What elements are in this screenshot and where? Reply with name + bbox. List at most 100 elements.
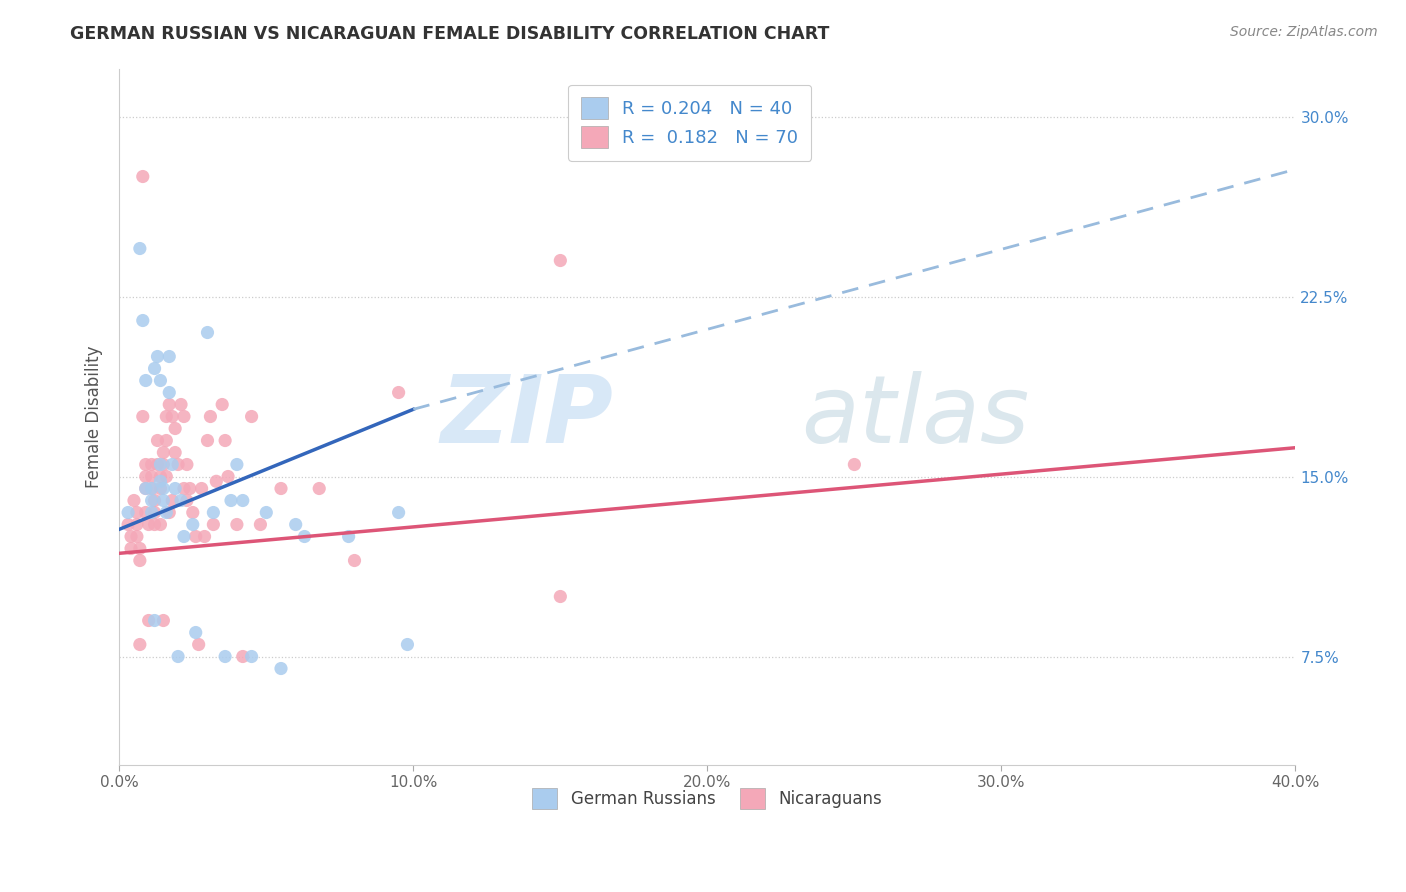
Text: atlas: atlas [801, 371, 1029, 462]
Point [125, 529, 148, 543]
Point [152, 458, 174, 472]
Point [176, 458, 198, 472]
Point [388, 506, 411, 520]
Point [135, 482, 157, 496]
Point [217, 469, 239, 483]
Point [152, 493, 174, 508]
Point [125, 517, 148, 532]
Point [141, 493, 163, 508]
Point [270, 482, 292, 496]
Point [254, 506, 277, 520]
Point [128, 242, 150, 256]
Point [184, 529, 207, 543]
Point [117, 506, 139, 520]
Point [155, 409, 177, 424]
Point [141, 482, 163, 496]
Point [343, 553, 366, 567]
Point [205, 475, 228, 489]
Point [165, 445, 187, 459]
Point [184, 625, 207, 640]
Point [135, 458, 157, 472]
Y-axis label: Female Disability: Female Disability [86, 345, 103, 488]
Point [132, 409, 155, 424]
Point [143, 517, 166, 532]
Point [187, 638, 209, 652]
Point [388, 385, 411, 400]
Point [128, 638, 150, 652]
Point [225, 517, 247, 532]
Point [167, 458, 190, 472]
Point [232, 649, 254, 664]
Point [173, 529, 195, 543]
Point [141, 482, 163, 496]
Point [170, 397, 193, 411]
Point [149, 458, 172, 472]
Point [132, 313, 155, 327]
Point [143, 506, 166, 520]
Point [152, 614, 174, 628]
Point [132, 169, 155, 184]
Point [149, 374, 172, 388]
Point [152, 482, 174, 496]
Point [122, 493, 145, 508]
Point [211, 397, 233, 411]
Point [249, 517, 271, 532]
Point [120, 541, 142, 556]
Point [146, 458, 169, 472]
Point [225, 458, 247, 472]
Point [146, 434, 169, 448]
Point [141, 469, 163, 483]
Point [193, 529, 215, 543]
Point [179, 482, 201, 496]
Point [200, 409, 222, 424]
Point [176, 493, 198, 508]
Point [173, 409, 195, 424]
Point [165, 482, 187, 496]
Point [155, 434, 177, 448]
Point [141, 506, 163, 520]
Point [214, 434, 236, 448]
Point [149, 482, 172, 496]
Point [844, 458, 866, 472]
Point [197, 326, 219, 340]
Point [143, 361, 166, 376]
Text: GERMAN RUSSIAN VS NICARAGUAN FEMALE DISABILITY CORRELATION CHART: GERMAN RUSSIAN VS NICARAGUAN FEMALE DISA… [70, 25, 830, 43]
Point [125, 506, 148, 520]
Text: Source: ZipAtlas.com: Source: ZipAtlas.com [1230, 25, 1378, 39]
Point [152, 445, 174, 459]
Point [240, 409, 263, 424]
Point [157, 385, 180, 400]
Point [149, 475, 172, 489]
Point [550, 590, 572, 604]
Point [143, 493, 166, 508]
Text: ZIP: ZIP [440, 370, 613, 463]
Point [149, 469, 172, 483]
Point [141, 458, 163, 472]
Point [214, 649, 236, 664]
Point [120, 529, 142, 543]
Point [550, 253, 572, 268]
Point [143, 614, 166, 628]
Point [155, 506, 177, 520]
Point [135, 374, 157, 388]
Point [160, 493, 183, 508]
Point [181, 506, 204, 520]
Point [270, 661, 292, 675]
Point [117, 517, 139, 532]
Point [157, 506, 180, 520]
Point [138, 614, 160, 628]
Point [160, 458, 183, 472]
Point [197, 434, 219, 448]
Point [294, 529, 316, 543]
Point [135, 506, 157, 520]
Point [202, 517, 225, 532]
Legend: German Russians, Nicaraguans: German Russians, Nicaraguans [526, 781, 889, 815]
Point [157, 397, 180, 411]
Point [157, 350, 180, 364]
Point [308, 482, 330, 496]
Point [284, 517, 307, 532]
Point [155, 469, 177, 483]
Point [128, 553, 150, 567]
Point [219, 493, 242, 508]
Point [173, 482, 195, 496]
